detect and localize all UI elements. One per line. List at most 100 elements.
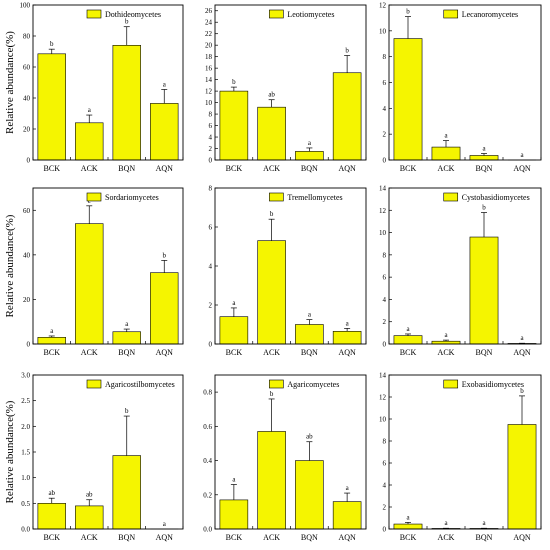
y-tick-label: 12 xyxy=(205,88,213,96)
y-tick-label: 0 xyxy=(383,526,387,534)
category-label: BCK xyxy=(44,348,61,357)
category-label: ACK xyxy=(438,348,455,357)
bar-bqn xyxy=(469,155,499,161)
chart-panel-4: aBCKcACKaBQNbAQN0204060SordariomycetesRe… xyxy=(4,187,184,357)
y-tick-label: 14 xyxy=(379,185,387,193)
y-tick-label: 12 xyxy=(379,2,387,10)
significance-label: a xyxy=(482,145,486,153)
category-label: ACK xyxy=(263,348,280,357)
y-tick-label: 8 xyxy=(209,185,213,193)
significance-label: a xyxy=(444,519,448,527)
bar-ack xyxy=(257,240,286,345)
significance-label: ab xyxy=(306,433,313,441)
significance-label: a xyxy=(346,319,350,327)
bar-bck xyxy=(219,90,249,161)
significance-label: a xyxy=(163,80,167,88)
y-tick-label: 0.2 xyxy=(203,491,212,499)
category-label: BQN xyxy=(476,348,493,357)
y-tick-label: 4 xyxy=(209,134,213,142)
significance-label: b xyxy=(50,40,54,48)
bar-bck xyxy=(393,38,423,161)
category-label: ACK xyxy=(438,164,455,173)
bar-ack xyxy=(75,505,104,530)
significance-label: ab xyxy=(268,91,275,99)
bar-bck xyxy=(393,523,423,530)
plot-frame xyxy=(214,187,367,345)
category-label: BQN xyxy=(476,164,493,173)
legend-label: Dothideomycetes xyxy=(105,10,161,19)
significance-label: a xyxy=(346,484,350,492)
category-label: BQN xyxy=(301,348,318,357)
bar-aqn xyxy=(150,272,179,345)
bar-bck xyxy=(37,53,66,161)
y-tick-label: 6 xyxy=(383,460,387,468)
y-tick-label: 4 xyxy=(383,296,387,304)
plot-frame xyxy=(32,4,184,161)
significance-label: b xyxy=(482,204,486,212)
bar-ack xyxy=(257,106,286,161)
y-tick-label: 0.5 xyxy=(21,500,30,508)
category-label: ACK xyxy=(263,164,280,173)
y-tick-label: 2 xyxy=(209,145,213,153)
significance-label: a xyxy=(125,320,129,328)
category-label: BCK xyxy=(400,533,417,542)
chart-panel-2: bBCKabACKaBQNbAQN02468101214161820222426… xyxy=(205,4,367,173)
y-tick-label: 10 xyxy=(379,416,387,424)
category-label: AQN xyxy=(156,348,174,357)
y-tick-label: 2.5 xyxy=(21,397,30,405)
category-label: AQN xyxy=(338,348,356,357)
significance-label: a xyxy=(444,132,448,140)
y-tick-label: 20 xyxy=(23,296,31,304)
y-tick-label: 0 xyxy=(209,157,213,165)
category-label: BCK xyxy=(226,164,243,173)
y-tick-label: 10 xyxy=(379,229,387,237)
bar-bqn xyxy=(295,460,324,530)
legend-label: Cystobasidiomycetes xyxy=(462,193,530,202)
bar-bqn xyxy=(112,44,141,161)
bar-bck xyxy=(219,316,249,345)
category-label: BQN xyxy=(118,164,135,173)
category-label: BCK xyxy=(226,533,243,542)
category-label: ACK xyxy=(81,348,98,357)
y-tick-label: 80 xyxy=(23,33,31,41)
category-label: BCK xyxy=(44,164,61,173)
legend-label: Sordariomycetes xyxy=(105,193,159,202)
category-label: ACK xyxy=(81,533,98,542)
legend-label: Agaricomycetes xyxy=(287,380,339,389)
y-tick-label: 1.5 xyxy=(21,449,30,457)
bar-bqn xyxy=(295,324,324,345)
legend-swatch xyxy=(269,9,284,19)
bar-bqn xyxy=(112,331,141,345)
y-tick-label: 8 xyxy=(383,438,387,446)
bar-aqn xyxy=(332,331,362,345)
y-tick-label: 14 xyxy=(379,372,387,380)
plot-frame xyxy=(388,187,542,345)
legend-label: Exobasidiomycetes xyxy=(462,380,524,389)
y-tick-label: 8 xyxy=(383,251,387,259)
y-tick-label: 20 xyxy=(205,42,213,50)
y-tick-label: 60 xyxy=(23,207,31,215)
y-tick-label: 0 xyxy=(383,341,387,349)
bar-aqn xyxy=(507,424,537,530)
y-tick-label: 2.0 xyxy=(21,423,30,431)
significance-label: a xyxy=(88,106,92,114)
category-label: BQN xyxy=(301,164,318,173)
legend-swatch xyxy=(443,192,459,202)
legend-swatch xyxy=(443,9,459,19)
y-tick-label: 100 xyxy=(20,2,31,10)
bar-bck xyxy=(37,503,66,530)
y-tick-label: 2 xyxy=(383,504,387,512)
y-tick-label: 6 xyxy=(383,274,387,282)
significance-label: ab xyxy=(48,489,55,497)
significance-label: b xyxy=(270,390,274,398)
category-label: AQN xyxy=(338,533,356,542)
bar-bqn xyxy=(112,455,141,530)
plot-frame xyxy=(388,4,542,161)
y-tick-label: 10 xyxy=(379,27,387,35)
legend-swatch xyxy=(86,192,102,202)
y-tick-label: 8 xyxy=(209,111,213,119)
bar-ack xyxy=(75,122,104,161)
category-label: AQN xyxy=(156,533,174,542)
y-tick-label: 0 xyxy=(27,157,31,165)
